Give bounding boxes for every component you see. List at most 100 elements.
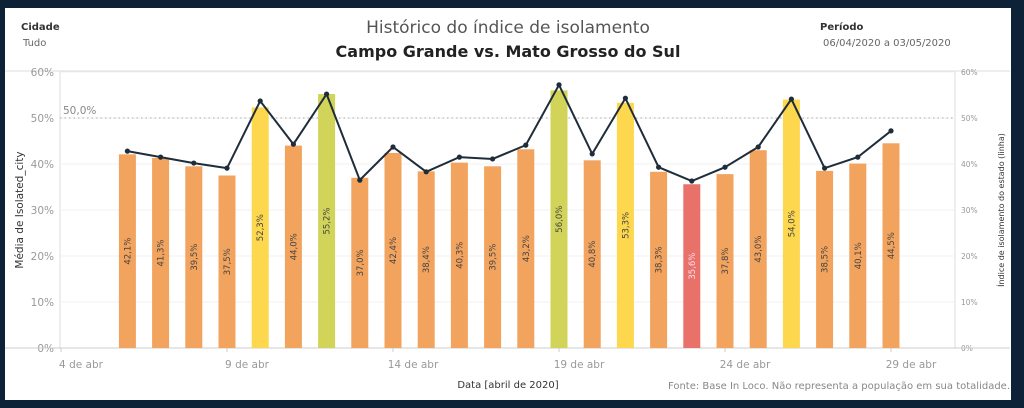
y-tick-label: 50% [31,113,54,125]
bar [716,174,734,348]
y2-tick-label: 30% [961,206,978,215]
periodo-filter-value[interactable]: 06/04/2020 a 03/05/2020 [823,38,951,49]
bar [450,162,468,348]
line-point [324,91,330,97]
bar-label: 43,2% [522,235,532,262]
bar [650,171,668,348]
line-point [822,165,828,171]
line-point [423,169,429,175]
bar-label: 39,5% [190,244,200,271]
bar-label: 54,0% [787,210,797,237]
y2-tick-label: 60% [961,68,978,77]
y-tick-label: 40% [31,159,54,171]
line-point [390,144,396,150]
bar-label: 55,2% [323,208,333,235]
bar [849,163,867,348]
line-point [290,141,296,147]
bar [351,177,369,348]
bar [417,171,435,348]
x-axis-label: Data [abril de 2020] [457,380,558,391]
chart-title: Histórico do índice de isolamento [366,18,650,38]
bar [583,160,601,348]
cidade-filter-label: Cidade [21,22,60,33]
dashboard-panel: Cidade Tudo Período 06/04/2020 a 03/05/2… [5,8,1011,400]
bar-label: 42,4% [389,237,399,264]
bar [782,99,800,348]
line-point [556,82,562,88]
bar-label: 42,1% [123,238,133,265]
chart-subtitle: Campo Grande vs. Mato Grosso do Sul [335,42,681,61]
y2-tick-label: 10% [961,298,978,307]
y2-tick-label: 50% [961,114,978,123]
bar [816,170,834,348]
line-point [456,154,462,160]
line-point [622,95,629,101]
bar [749,150,767,348]
bar [118,154,136,348]
periodo-filter-label: Período [820,22,864,33]
x-tick-label: 4 de abr [59,359,104,371]
bar-label: 53,3% [621,212,631,239]
y-tick-label: 10% [31,297,54,309]
bar-label: 40,8% [588,241,598,268]
line-point [589,151,595,157]
y-tick-label: 60% [31,67,54,79]
state-isolation-line [127,82,892,183]
bar-label: 44,0% [289,233,299,260]
line-point [689,178,695,184]
bar-label: 56,0% [555,206,565,233]
bar-label: 52,3% [256,214,266,241]
y2-axis-label: Índice de isolamento do estado (linha) [995,133,1006,287]
bar [185,166,203,348]
bar-label: 37,8% [721,248,731,275]
reference-line-label: 50,0% [63,105,96,117]
footnote: Fonte: Base In Loco. Não representa a po… [668,381,1010,392]
line-point [124,148,130,154]
y-tick-label: 20% [31,251,54,263]
bar-label: 38,4% [422,246,432,273]
line-point [224,165,230,171]
line-point [855,154,861,160]
line-point [523,142,529,148]
x-tick-label: 14 de abr [388,359,439,371]
cidade-filter-value[interactable]: Tudo [23,38,47,49]
x-tick-label: 29 de abr [886,359,937,371]
bar-label: 37,5% [223,248,233,275]
bar [484,166,502,348]
y-tick-label: 0% [37,343,54,355]
bar-label: 41,3% [157,240,167,267]
bar-label: 44,5% [887,232,897,259]
bar [683,184,701,348]
bar [384,152,402,348]
line-point [888,128,894,134]
line-point [755,144,761,150]
y-axis-label: Média de Isolated_city [14,151,26,268]
bar [882,143,900,348]
bar-label: 37,0% [356,249,366,276]
y2-tick-label: 40% [961,160,978,169]
bar [152,158,170,348]
line-point [722,164,728,170]
line-point [191,160,197,166]
bar [284,145,302,348]
bar [218,175,236,348]
line-point [490,156,496,162]
line-point [357,177,363,183]
bar-label: 40,3% [455,242,465,269]
bar [616,102,634,348]
bar-label: 35,6% [688,253,698,280]
line-point [656,164,662,170]
line-point [158,154,164,160]
x-tick-label: 19 de abr [554,359,605,371]
bar-label: 39,5% [489,244,499,271]
line-point [257,98,263,104]
bar-label: 38,5% [821,246,831,273]
bar-label: 43,0% [754,236,764,263]
x-tick-label: 24 de abr [720,359,771,371]
x-tick-label: 9 de abr [225,359,270,371]
bar [318,94,336,348]
bar [251,107,269,348]
line-point [788,96,795,102]
y2-tick-label: 20% [961,252,978,261]
